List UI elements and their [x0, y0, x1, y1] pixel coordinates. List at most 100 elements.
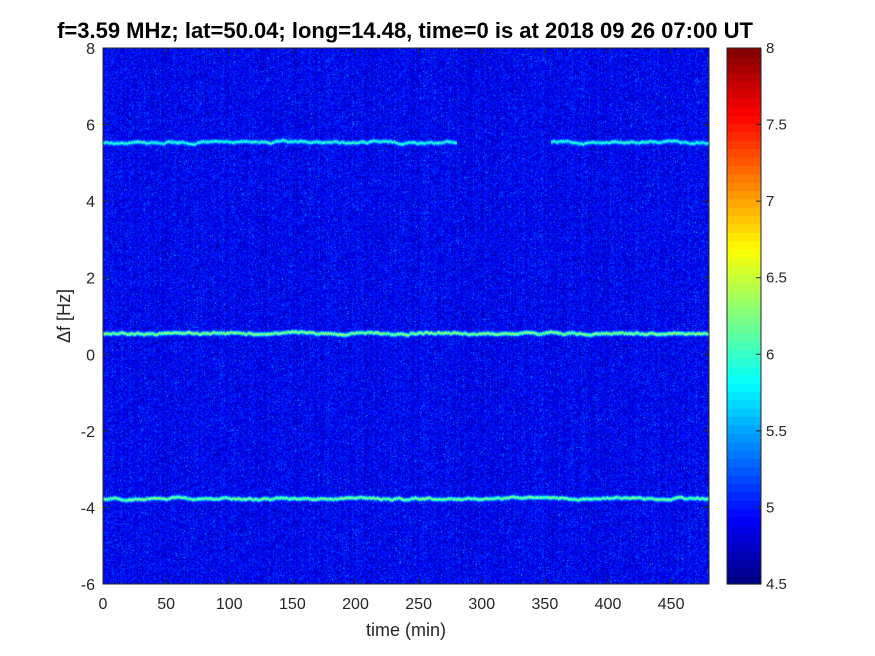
colorbar-band [727, 575, 761, 585]
colorbar-band [727, 257, 761, 267]
colorbar-band [727, 223, 761, 233]
colorbar-band [727, 274, 761, 284]
x-tick-label: 350 [532, 596, 559, 613]
colorbar-band [727, 148, 761, 158]
colorbar-band [727, 115, 761, 124]
colorbar-band [727, 48, 761, 57]
x-tick-label: 250 [405, 596, 432, 613]
colorbar-tick-label: 4.5 [766, 576, 787, 593]
colorbar-band [727, 290, 761, 300]
colorbar-band [727, 232, 761, 242]
colorbar-band [727, 567, 761, 577]
colorbar-band [727, 383, 761, 392]
colorbar-tick-label: 7 [766, 193, 774, 210]
x-tick-label: 150 [279, 596, 306, 613]
colorbar-band [727, 508, 761, 518]
colorbar-band [727, 424, 761, 434]
colorbar-band [727, 491, 761, 501]
colorbar-band [727, 215, 761, 225]
colorbar-band [727, 265, 761, 275]
colorbar-band [727, 249, 761, 258]
x-tick-label: 0 [99, 596, 108, 613]
colorbar-band [727, 299, 761, 309]
colorbar-band [727, 475, 761, 485]
colorbar-band [727, 182, 761, 191]
colorbar-band [727, 140, 761, 150]
colorbar-band [727, 131, 761, 141]
x-axis-label: time (min) [366, 620, 446, 640]
colorbar-band [727, 89, 761, 99]
spectrogram-heatmap [103, 48, 709, 584]
colorbar-band [727, 123, 761, 133]
colorbar-band [727, 341, 761, 351]
x-tick-label: 400 [595, 596, 622, 613]
colorbar-band [727, 207, 761, 217]
colorbar-band [727, 357, 761, 367]
colorbar-band [727, 173, 761, 183]
colorbar-band [727, 324, 761, 334]
colorbar-ticks: 4.5 5 5.5 6 6.5 7 7.5 8 [756, 40, 787, 593]
colorbar-band [727, 366, 761, 376]
colorbar-band [727, 332, 761, 342]
colorbar-band [727, 525, 761, 535]
colorbar-band [727, 106, 761, 116]
colorbar-band [727, 466, 761, 476]
plot-area [102, 47, 710, 585]
x-tick-label: 450 [658, 596, 685, 613]
colorbar-band [727, 349, 761, 359]
colorbar-tick-label: 5.5 [766, 423, 787, 440]
plot-frame [102, 47, 710, 585]
colorbar-band [727, 64, 761, 74]
x-tick-label: 50 [157, 596, 175, 613]
colorbar-band [727, 240, 761, 250]
colorbar-band [727, 282, 761, 292]
colorbar-band [727, 98, 761, 108]
colorbar-band [727, 391, 761, 401]
colorbar-band [727, 416, 761, 426]
colorbar-band [727, 408, 761, 418]
x-axis-ticks: 0 50 100 150 200 250 300 350 400 450 [99, 48, 685, 613]
y-tick-label: -2 [81, 424, 95, 441]
colorbar-tick-label: 7.5 [766, 117, 787, 134]
colorbar-band [727, 558, 761, 568]
colorbar-band [727, 517, 761, 526]
colorbar-frame [726, 47, 762, 585]
y-tick-label: 0 [86, 347, 95, 364]
colorbar-band [727, 56, 761, 66]
colorbar-band [727, 316, 761, 325]
colorbar-gradient [727, 48, 761, 585]
colorbar-band [727, 198, 761, 208]
x-tick-label: 100 [216, 596, 243, 613]
colorbar: 4.5 5 5.5 6 6.5 7 7.5 8 [726, 40, 787, 593]
colorbar-band [727, 450, 761, 459]
colorbar-band [727, 458, 761, 468]
colorbar-band [727, 156, 761, 166]
colorbar-band [727, 165, 761, 175]
colorbar-band [727, 533, 761, 543]
y-axis-ticks: -6 -4 -2 0 2 4 6 8 [81, 41, 709, 594]
colorbar-band [727, 542, 761, 552]
colorbar-band [727, 307, 761, 317]
y-tick-label: 6 [86, 118, 95, 135]
colorbar-band [727, 500, 761, 510]
colorbar-band [727, 550, 761, 560]
x-tick-label: 200 [342, 596, 369, 613]
colorbar-band [727, 399, 761, 409]
colorbar-band [727, 81, 761, 91]
y-tick-label: 2 [86, 271, 95, 288]
colorbar-tick-label: 8 [766, 40, 774, 57]
colorbar-band [727, 190, 761, 200]
colorbar-band [727, 441, 761, 451]
y-axis-label: Δf [Hz] [54, 289, 74, 343]
y-tick-label: 4 [86, 194, 95, 211]
x-tick-label: 300 [468, 596, 495, 613]
colorbar-band [727, 433, 761, 443]
colorbar-tick-label: 6.5 [766, 270, 787, 287]
colorbar-tick-label: 6 [766, 346, 774, 363]
colorbar-band [727, 483, 761, 493]
y-tick-label: 8 [86, 41, 95, 58]
y-tick-label: -4 [81, 500, 95, 517]
y-tick-label: -6 [81, 577, 95, 594]
colorbar-band [727, 73, 761, 83]
